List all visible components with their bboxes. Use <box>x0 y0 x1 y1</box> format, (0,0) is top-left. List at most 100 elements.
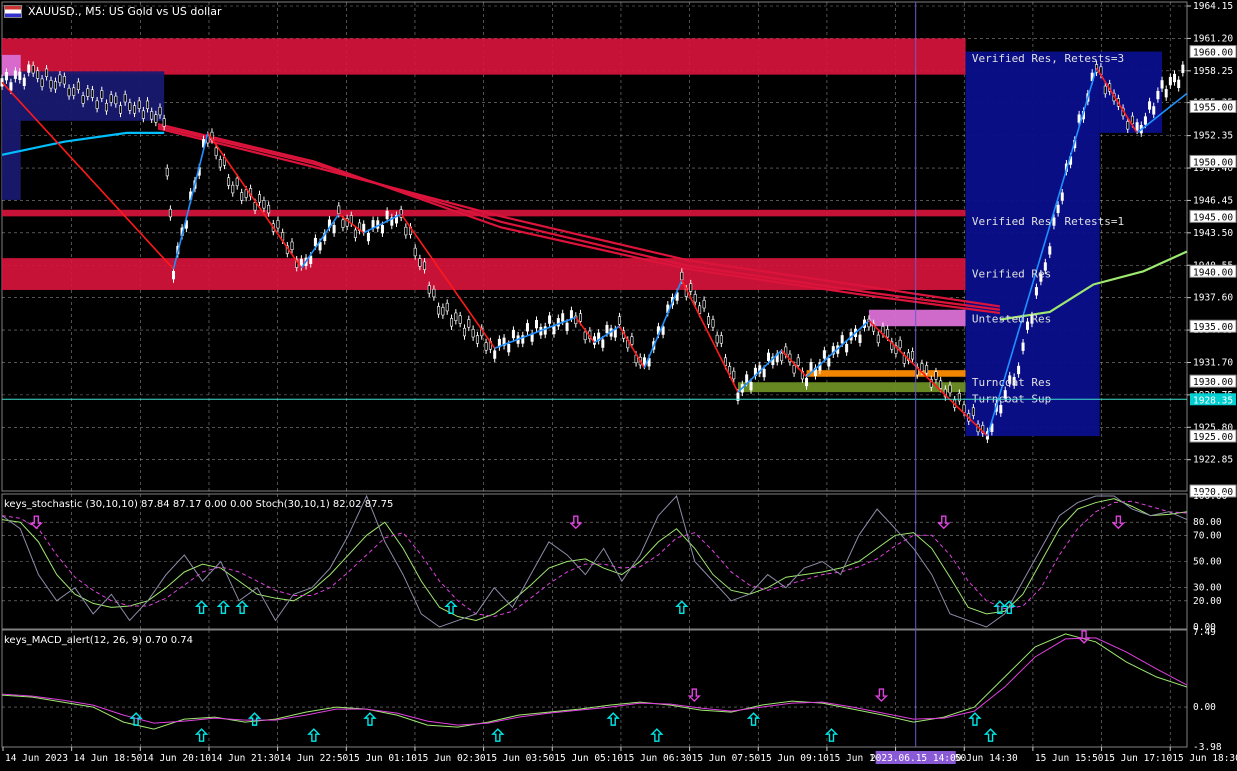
candle-body <box>876 334 880 344</box>
stoch-tick-label: 30.00 <box>1193 583 1222 594</box>
time-label: 15 Jun 18:30 <box>1172 753 1237 764</box>
price-level-label: 1930.00 <box>1193 377 1233 388</box>
candle-body <box>642 357 646 366</box>
time-label: 15 Jun 15:50 <box>1035 753 1104 764</box>
price-tick-label: 1922.85 <box>1193 455 1233 466</box>
macd-buy-arrow-icon <box>824 728 839 742</box>
stoch-buy-arrow-icon <box>235 600 249 615</box>
candle-body <box>569 310 573 319</box>
price-level-badge <box>1189 209 1237 223</box>
candle-body <box>72 87 76 96</box>
candle-body <box>898 339 902 349</box>
sr-zone <box>2 258 966 290</box>
candle-body <box>715 334 719 344</box>
zigzag-segment <box>781 349 808 378</box>
candle-body <box>911 351 915 360</box>
macd-series-line <box>1 633 1188 730</box>
candle-body <box>119 105 123 114</box>
candle-body <box>104 102 108 112</box>
candle-body <box>971 407 975 416</box>
zigzag-segment <box>618 325 646 369</box>
candle-body <box>511 329 515 339</box>
main-panel-frame <box>1 1 1188 492</box>
zigzag-segment <box>986 67 1098 437</box>
cursor-time-label: 2023.06.15 14:00 <box>870 753 962 764</box>
stoch-buy-arrow-icon <box>444 600 458 615</box>
candle-body <box>680 271 684 281</box>
candle-body <box>168 208 172 218</box>
time-label: 15 Jun 17:10 <box>1104 753 1173 764</box>
moving-average-line <box>157 123 1001 315</box>
macd-tick-label: 0.00 <box>1193 702 1216 713</box>
candle-body <box>999 405 1003 414</box>
price-level-badge <box>1189 429 1237 443</box>
stochastic-title: keys_stochastic (30,10,10) 87.84 87.17 0… <box>4 499 394 510</box>
candle-body <box>90 89 94 98</box>
sr-zone <box>2 71 21 200</box>
price-tick-label: 1952.35 <box>1193 131 1233 142</box>
macd-tick-label: -3.98 <box>1193 742 1222 753</box>
sr-zone <box>2 38 966 75</box>
stochastic-series-line <box>1 498 1188 621</box>
moving-average-line <box>999 250 1188 321</box>
candle-body <box>630 336 634 345</box>
stochastic-series-line <box>1 494 1188 628</box>
stoch-tick-label: 70.00 <box>1193 530 1222 541</box>
candle-body <box>1130 115 1134 125</box>
cursor-time-badge <box>875 751 956 764</box>
stoch-buy-arrow-icon <box>675 600 689 615</box>
candle-body <box>49 80 53 89</box>
candle-body <box>605 324 609 334</box>
time-label: 15 Jun 10:30 <box>829 753 898 764</box>
candle-body <box>432 288 436 298</box>
symbol-flag-icon <box>4 4 22 18</box>
macd-buy-arrow-icon <box>968 712 982 726</box>
candle-body <box>81 95 85 104</box>
candle-body <box>109 94 113 103</box>
time-label: 14 Jun 20:10 <box>142 753 211 764</box>
candle-body <box>552 325 556 335</box>
candle-body <box>1160 80 1164 89</box>
candle-body <box>780 352 784 362</box>
candle-body <box>445 302 449 312</box>
candle-body <box>385 210 389 220</box>
candle-body <box>925 365 929 374</box>
candle-body <box>240 192 244 201</box>
candle-body <box>413 247 417 257</box>
candle-body <box>1168 76 1172 86</box>
time-label: 15 Jun 02:30 <box>417 753 486 764</box>
zigzag-segment <box>737 349 783 393</box>
zigzag-segment <box>575 316 596 344</box>
candle-body <box>1030 315 1034 324</box>
zigzag-segment <box>594 325 620 344</box>
candle-body <box>890 341 894 350</box>
candle-body <box>390 217 394 226</box>
candle-body <box>1181 64 1185 73</box>
price-level-badge <box>1189 154 1237 168</box>
candle-body <box>601 339 605 348</box>
candle-body <box>394 215 398 224</box>
candle-body <box>154 114 158 123</box>
time-label: 15 Jun 07:50 <box>692 753 761 764</box>
price-level-badge <box>1189 45 1237 59</box>
time-label: 14 Jun 22:50 <box>280 753 349 764</box>
candle-body <box>267 204 271 214</box>
candle-body <box>172 270 176 280</box>
candle-body <box>158 106 162 116</box>
price-tick-label: 1925.80 <box>1193 422 1233 433</box>
time-label: 15 Jun 09:10 <box>760 753 829 764</box>
candle-body <box>231 184 235 194</box>
price-level-badge <box>1189 319 1237 333</box>
price-tick-label: 1937.60 <box>1193 293 1233 304</box>
candle-body <box>257 194 261 203</box>
macd-buy-arrow-icon <box>307 728 321 742</box>
stoch-buy-arrow-icon <box>1002 600 1016 615</box>
candle-body <box>137 100 141 109</box>
zigzag-segment <box>1095 67 1138 134</box>
candle-body <box>332 224 336 234</box>
zone-label: Turncoat Res <box>972 376 1051 389</box>
candle-body <box>128 102 132 111</box>
candle-body <box>698 305 702 314</box>
